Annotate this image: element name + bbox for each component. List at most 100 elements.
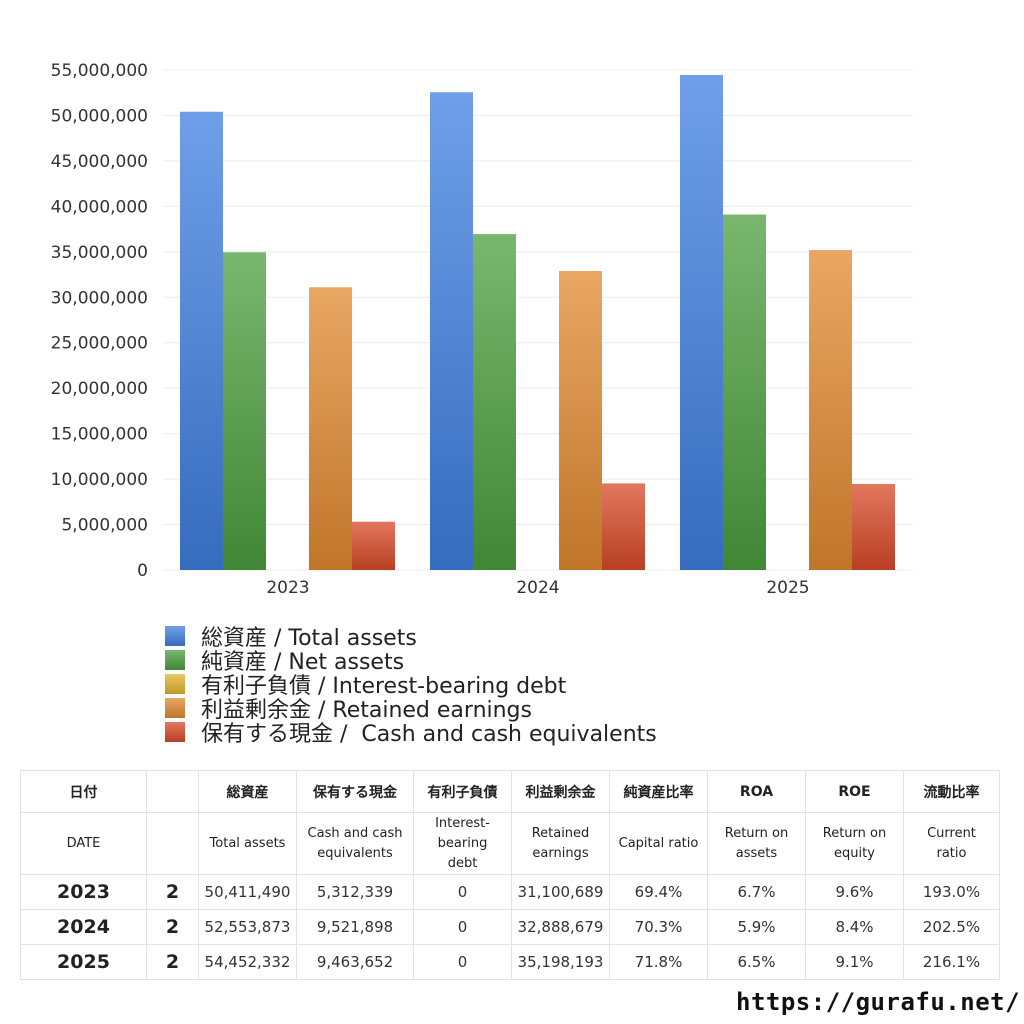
table-cell: 純資産比率 xyxy=(609,770,708,813)
table-header-jp: 日付 総資産 保有する現金 有利子負債 利益剰余金 純資産比率 ROA ROE 流動比率 xyxy=(20,770,1000,813)
legend-label: 利益剰余金 / Retained earnings xyxy=(201,698,532,723)
table-cell: 0 xyxy=(413,944,512,980)
y-tick-label: 35,000,000 xyxy=(51,243,148,263)
bar-2024-series-1 xyxy=(473,234,516,570)
table-cell: 52,553,873 xyxy=(198,909,297,945)
y-tick-label: 0 xyxy=(137,561,148,581)
bar-2023-series-1 xyxy=(223,252,266,571)
y-tick-label: 30,000,000 xyxy=(51,288,148,308)
table-cell: 9,521,898 xyxy=(296,909,414,945)
table-cell: 31,100,689 xyxy=(511,874,610,910)
table-cell xyxy=(146,770,199,813)
y-tick-label: 25,000,000 xyxy=(51,334,148,354)
y-tick-label: 40,000,000 xyxy=(51,197,148,217)
bar-2023-series-4 xyxy=(352,521,395,570)
table-cell: 202.5% xyxy=(903,909,1000,945)
legend-label: 総資産 / Total assets xyxy=(201,626,417,651)
source-url: https://gurafu.net/ xyxy=(736,988,1021,1016)
grid-lines xyxy=(163,69,913,571)
legend-swatch xyxy=(165,674,185,694)
bar-2025-series-3 xyxy=(809,250,852,571)
table-cell: 71.8% xyxy=(609,944,708,980)
table-cell: ROA xyxy=(707,770,806,813)
y-axis: 0 5,000,000 10,000,000 15,000,000 20,000,000… xyxy=(51,61,148,581)
table-row: 2025 2 54,452,332 9,463,652 0 35,198,193 71.8%… xyxy=(20,944,1000,980)
table-cell: 2 xyxy=(146,909,199,945)
y-tick-label: 20,000,000 xyxy=(51,379,148,399)
bar-2024-series-3 xyxy=(559,271,602,570)
table-cell: 5.9% xyxy=(707,909,806,945)
bar-2025-series-0 xyxy=(680,74,723,571)
table-cell: 69.4% xyxy=(609,874,708,910)
table-cell: 利益剰余金 xyxy=(511,770,610,813)
table-cell: ROE xyxy=(805,770,904,813)
bar-2024-series-4 xyxy=(602,483,645,570)
bar-2023-series-3 xyxy=(309,287,352,570)
y-tick-label: 50,000,000 xyxy=(51,106,148,126)
legend-swatch xyxy=(165,722,185,742)
table-cell: 流動比率 xyxy=(903,770,1000,813)
bar-2023-series-0 xyxy=(180,111,223,570)
table-cell: 32,888,679 xyxy=(511,909,610,945)
bar-2025-series-1 xyxy=(723,214,766,570)
table-cell: 2 xyxy=(146,944,199,980)
table-cell: 0 xyxy=(413,909,512,945)
table-cell: 2023 xyxy=(20,874,147,910)
bar-2025-series-4 xyxy=(852,483,895,570)
table-cell: Total assets xyxy=(198,812,297,875)
table-cell: 54,452,332 xyxy=(198,944,297,980)
table-cell: 35,198,193 xyxy=(511,944,610,980)
table-cell: Return on assets xyxy=(707,812,806,875)
table-cell: 193.0% xyxy=(903,874,1000,910)
table-cell: 保有する現金 xyxy=(296,770,414,813)
y-tick-label: 5,000,000 xyxy=(61,516,148,536)
table-cell: 日付 xyxy=(20,770,147,813)
table-cell: 70.3% xyxy=(609,909,708,945)
x-tick-label: 2025 xyxy=(766,578,809,598)
table-cell: 50,411,490 xyxy=(198,874,297,910)
table-cell: 216.1% xyxy=(903,944,1000,980)
table-cell: 9,463,652 xyxy=(296,944,414,980)
legend-item: 総資産 / Total assets xyxy=(165,624,657,651)
legend-label: 有利子負債 / Interest-bearing debt xyxy=(201,674,567,699)
x-tick-label: 2024 xyxy=(516,578,559,598)
table-cell: 6.7% xyxy=(707,874,806,910)
y-tick-label: 45,000,000 xyxy=(51,152,148,172)
table-cell: DATE xyxy=(20,812,147,875)
y-tick-label: 55,000,000 xyxy=(51,61,148,81)
legend-label: 純資産 / Net assets xyxy=(201,650,405,675)
table-cell: Return on equity xyxy=(805,812,904,875)
legend: 総資産 / Total assets 純資産 / Net assets 有利子負債 … xyxy=(165,624,657,747)
legend-item: 有利子負債 / Interest-bearing debt xyxy=(165,672,657,699)
y-tick-label: 15,000,000 xyxy=(51,425,148,445)
table-cell: Cash and cash equivalents xyxy=(296,812,414,875)
bar-chart: 0 5,000,000 10,000,000 15,000,000 20,000,000… xyxy=(51,61,913,598)
legend-item: 純資産 / Net assets xyxy=(165,648,657,675)
table-header-en: DATE Total assets Cash and cash equivalents… xyxy=(20,812,1000,875)
table-cell xyxy=(146,812,199,875)
table-cell: 2024 xyxy=(20,909,147,945)
table-cell: 2 xyxy=(146,874,199,910)
y-tick-label: 10,000,000 xyxy=(51,470,148,490)
table-cell: 有利子負債 xyxy=(413,770,512,813)
table-cell: 6.5% xyxy=(707,944,806,980)
bar-2024-series-0 xyxy=(430,92,473,570)
table-cell: 9.6% xyxy=(805,874,904,910)
legend-item: 利益剰余金 / Retained earnings xyxy=(165,696,657,723)
x-axis: 2023 2024 2025 xyxy=(266,578,809,598)
table-cell: Interest-bearing debt xyxy=(413,812,512,875)
table-cell: 総資産 xyxy=(198,770,297,813)
legend-item: 保有する現金 / Cash and cash equivalents xyxy=(165,720,657,747)
legend-swatch xyxy=(165,650,185,670)
table-row: 2023 2 50,411,490 5,312,339 0 31,100,689 69.4%… xyxy=(20,874,1000,910)
table-cell: 8.4% xyxy=(805,909,904,945)
table-cell: 9.1% xyxy=(805,944,904,980)
legend-swatch xyxy=(165,626,185,646)
table-cell: Current ratio xyxy=(903,812,1000,875)
table-cell: 0 xyxy=(413,874,512,910)
bars xyxy=(180,74,895,571)
table-cell: 5,312,339 xyxy=(296,874,414,910)
table-cell: Retained earnings xyxy=(511,812,610,875)
legend-label: 保有する現金 / Cash and cash equivalents xyxy=(201,722,657,747)
table-cell: Capital ratio xyxy=(609,812,708,875)
